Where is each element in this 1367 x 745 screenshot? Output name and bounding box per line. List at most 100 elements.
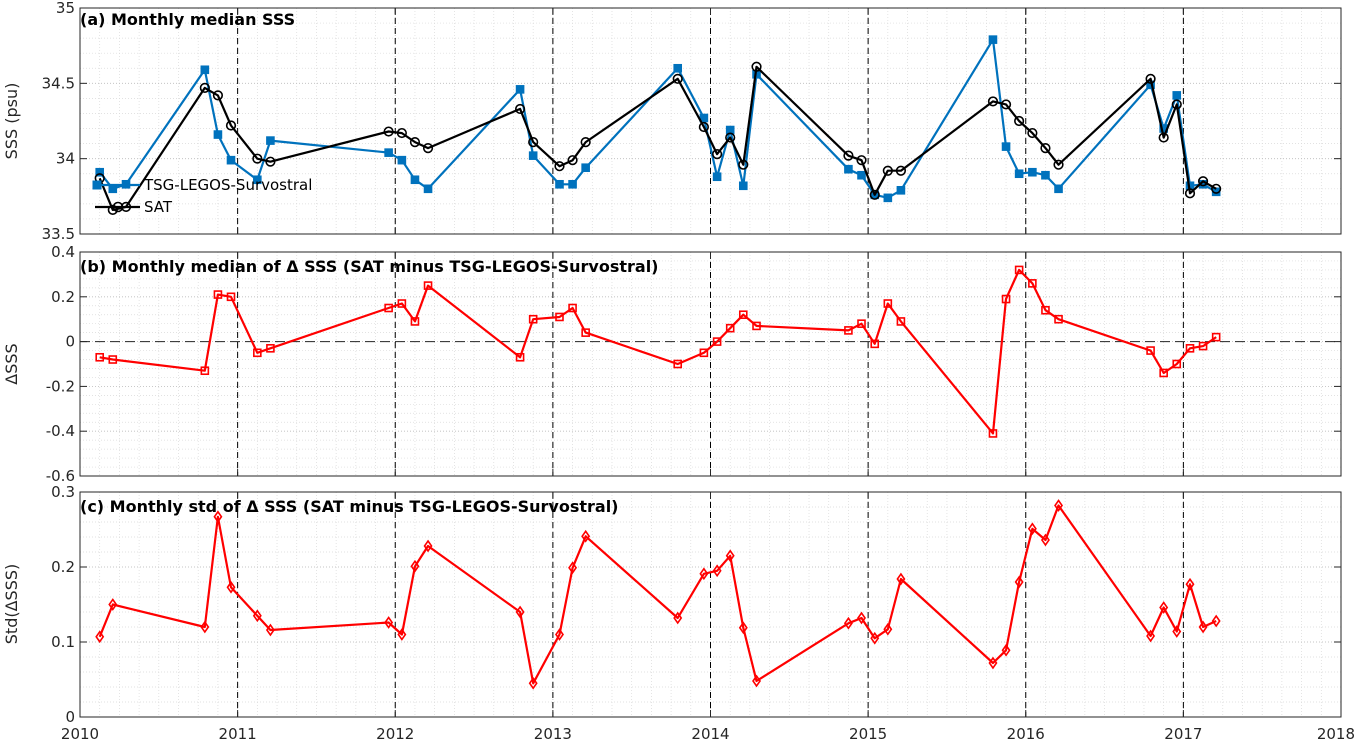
panel-b-delta-point: [515, 352, 525, 362]
panel-a-sat-point: [1211, 183, 1222, 194]
panel-b-delta-point: [1014, 265, 1024, 275]
panel-b-ytick-label: 0.2: [51, 288, 75, 306]
panel-a-sat-point: [107, 204, 118, 215]
panel-a-sat-point: [725, 132, 736, 143]
panel-b-delta-point: [752, 321, 761, 331]
legend-sat-marker: [112, 201, 124, 213]
panel-a-sat-point: [567, 155, 578, 166]
panel-b-delta-point: [1041, 305, 1050, 315]
panel-c-delta-point: [896, 572, 906, 586]
panel-a-sat-point: [1197, 176, 1209, 187]
panel-a-sat-point: [856, 155, 867, 166]
panel-a-sat-point: [199, 82, 210, 93]
panel-b-delta-point: [712, 337, 722, 346]
panel-a-tsg-legos-survostral-point: [1001, 142, 1011, 151]
panel-a-tsg-legos-survostral-point: [844, 164, 853, 174]
panel-c-delta-point: [752, 674, 762, 688]
panel-a-sat-point: [422, 143, 434, 154]
x-tick-label: 2016: [1007, 725, 1045, 743]
panel-c-delta-point: [843, 616, 853, 630]
panel-c-delta-point: [1185, 577, 1195, 591]
panel-c-delta-point: [108, 598, 118, 611]
legend-tsg-label: TSG-LEGOS-Survostral: [143, 176, 312, 194]
panel-a-tsg-legos-survostral-point: [410, 175, 420, 185]
panel-b-delta-point: [1054, 314, 1063, 324]
panel-c-delta-point: [1198, 620, 1208, 634]
panel-c-delta-point: [528, 676, 538, 690]
panel-b-delta-point: [108, 355, 118, 364]
panel-a-tsg-legos-survostral-point: [1172, 91, 1182, 100]
panel-c: 0 0.1 0.2 0.3 (c) Monthly std of Δ SSS (SAT…: [2, 483, 1342, 726]
panel-a-tsg-legos-survostral-point: [253, 175, 262, 185]
panel-a-ytick-label: 33.5: [42, 225, 75, 243]
panel-c-delta-line: [98, 504, 1217, 685]
x-tick-label: 2013: [534, 725, 572, 743]
panel-b-delta-point: [883, 299, 893, 308]
panel-a-sat-point: [1000, 99, 1012, 110]
panel-a-sat-point: [396, 127, 407, 139]
panel-a-tsg-legos-survostral-point: [857, 170, 866, 180]
panel-a-sat-point: [1040, 143, 1051, 154]
panel-b-delta-point: [528, 314, 538, 324]
panel-c-delta-point: [673, 611, 683, 625]
panel-a-sat-point: [987, 96, 999, 107]
panel-b-delta-point: [423, 281, 433, 290]
panel-b-delta-point: [1159, 368, 1168, 378]
panel-a-tsg-legos-survostral-point: [108, 184, 118, 194]
panel-c-delta-point: [397, 628, 407, 641]
panel-c-delta-point: [95, 630, 105, 644]
panel-a-sat-point: [1053, 159, 1064, 170]
x-tick-label: 2010: [61, 725, 99, 743]
panel-c-delta-point: [515, 605, 525, 619]
panel-b-delta-point: [673, 359, 683, 369]
panel-a-tsg-legos-survostral-point: [384, 148, 393, 157]
panel-a-tsg-legos-survostral-point: [226, 155, 236, 165]
panel-b-ytick-label: 0.4: [51, 243, 75, 261]
x-tick-label: 2017: [1164, 725, 1202, 743]
panel-a-ytick-label: 34.5: [42, 74, 75, 92]
panel-c-delta-point: [738, 621, 748, 635]
panel-a: 33.5 34 34.5 35 (a) Monthly median SSS SSS …: [2, 0, 1342, 243]
panel-b: -0.6 -0.4 -0.2 0 0.2 0.4 (b) Monthly median o…: [2, 243, 1342, 485]
panel-b-delta-point: [95, 352, 105, 362]
panel-a-sat-point: [554, 161, 565, 172]
panel-a-sat-point: [409, 136, 421, 148]
panel-c-ytick-label: 0: [65, 708, 75, 726]
panel-a-tsg-legos-survostral-point: [423, 184, 433, 194]
panel-b-delta-point: [384, 303, 393, 313]
panel-a-tsg-legos-survostral-point: [896, 186, 906, 195]
panel-a-sat-line: [98, 65, 1217, 211]
panel-b-ytick-label: -0.6: [46, 467, 75, 485]
panel-a-tsg-legos-survostral-point: [1041, 170, 1050, 180]
panel-a-sat-point: [1171, 99, 1182, 110]
panel-c-delta-point: [1146, 629, 1156, 643]
panel-a-tsg-legos-survostral-point: [712, 172, 722, 182]
panel-b-ytick-label: -0.4: [46, 422, 75, 440]
panel-b-delta-point: [410, 317, 420, 326]
panel-a-sat-point: [225, 120, 237, 131]
panel-a-ytick-label: 34: [56, 150, 75, 168]
panel-c-delta-point: [555, 628, 564, 641]
panel-a-tsg-legos-survostral-point: [738, 181, 748, 191]
panel-c-delta-point: [712, 564, 722, 578]
panel-b-delta-point: [226, 292, 236, 302]
panel-b-delta-point: [555, 312, 564, 322]
x-tick-label: 2015: [849, 725, 887, 743]
panel-a-tsg-legos-survostral-point: [266, 136, 275, 145]
legend: TSG-LEGOS-Survostral SAT: [92, 176, 312, 216]
panel-a-title: (a) Monthly median SSS: [80, 10, 295, 29]
panel-c-axes-box: [79, 491, 1342, 718]
panel-a-tsg-legos-survostral-point: [213, 130, 223, 139]
panel-c-delta-point: [226, 580, 236, 594]
panel-a-tsg-legos-survostral-point: [699, 113, 709, 123]
panel-a-sat-point: [528, 136, 539, 148]
panel-a-sat-point: [265, 156, 276, 167]
panel-b-delta-point: [266, 344, 275, 353]
panel-a-ytick-label: 35: [56, 0, 75, 17]
panel-b-delta-point: [857, 319, 866, 328]
panel-a-tsg-legos-survostral-point: [1014, 169, 1024, 179]
x-tick-label: 2011: [219, 725, 257, 743]
panel-a-tsg-legos-survostral-point: [581, 163, 590, 173]
panel-a-tsg-legos-survostral-point: [528, 151, 538, 160]
panel-b-delta-point: [870, 339, 880, 349]
